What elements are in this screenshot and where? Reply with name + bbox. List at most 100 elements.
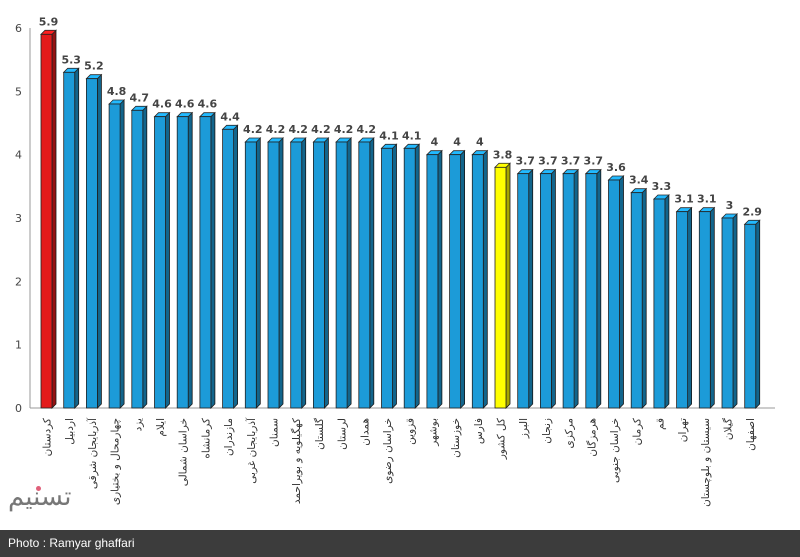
category-label: خراسان جنوبی [609,418,621,483]
category-label: البرز [518,418,530,439]
y-tick-label: 4 [15,149,22,162]
bar [222,128,235,409]
value-label: 4.2 [266,123,286,136]
category-label: فارس [473,418,485,444]
value-label: 5.9 [39,15,59,28]
bar-side [346,137,352,409]
bar-2 [85,73,103,409]
category-label: کهگیلویه و بویراحمد [290,418,303,504]
bar-9 [244,137,262,409]
bar-side [687,206,692,409]
bar-side [641,187,647,409]
bar-side [437,149,443,409]
bar [676,211,688,409]
bar-side [119,99,125,409]
y-tick-label: 2 [15,275,22,288]
category-label: اردبیل [64,418,76,445]
category-label: خراسان رضوی [382,418,394,484]
bar-side [255,137,261,409]
bar-side [460,149,466,409]
category-label: هرمزگان [585,418,598,457]
value-label: 3.7 [538,155,558,168]
category-label: کل کشور [496,418,508,460]
bar-28 [675,206,693,409]
value-label: 3.7 [584,155,604,168]
value-label: 4.2 [334,123,354,136]
bar-11 [289,137,307,409]
bar-29 [698,206,716,409]
bar-side [74,67,80,409]
value-label: 4.6 [198,98,218,111]
bar-16 [403,143,421,409]
y-tick-label: 1 [15,339,22,352]
bar [267,141,280,409]
category-label: یزد [132,418,144,431]
value-label: 3.8 [493,148,513,161]
category-label: کردستان [42,418,54,456]
bar-0 [40,29,57,409]
category-label: سیستان و بلوچستان [700,418,712,507]
value-label: 4.2 [243,123,263,136]
value-label: 3.7 [515,155,535,168]
category-label: بوشهر [427,418,439,447]
value-label: 4.7 [130,91,150,104]
bar-26 [630,187,648,409]
category-label: زنجان [541,418,553,444]
category-label: ایلام [155,418,167,437]
value-label: 2.9 [742,205,762,218]
category-label: آذربایجان شرقی [86,417,99,489]
category-label: کرمان [632,418,644,445]
bar [562,173,575,409]
bar-22 [539,168,557,409]
value-label: 4 [453,136,461,149]
category-label: آذربایجان غربی [245,417,258,484]
bar-side [596,168,602,409]
bar-side [142,105,148,409]
bar-side [369,137,375,409]
value-label: 4.2 [288,123,308,136]
bar [199,116,212,409]
bar [744,223,757,409]
value-label: 4 [476,136,484,149]
bar-side [709,206,715,409]
category-label: کرمانشاه [200,418,212,459]
value-label: 4.6 [175,98,195,111]
bar [86,78,98,409]
y-tick-label: 6 [15,22,22,35]
bar-side [323,137,329,409]
y-tick-label: 0 [15,402,22,415]
bar-30 [721,213,738,409]
bar-3 [108,99,126,409]
bar-14 [357,137,375,409]
category-label: خوزستان [450,418,462,458]
bar [517,173,530,409]
bar [108,103,121,409]
value-label: 4.8 [107,85,127,98]
bar-side [619,175,624,409]
bar [312,141,325,409]
bar [290,141,303,409]
value-label: 4.2 [357,123,377,136]
bar-side [301,137,307,409]
bar [630,192,643,409]
bar-17 [425,149,443,409]
bar [40,33,53,409]
value-label: 3.3 [652,180,672,193]
bar-side [505,162,511,409]
bar-19 [471,149,489,409]
value-label: 3.7 [561,155,581,168]
bar-side [755,219,761,409]
bar [426,154,439,409]
bar-31 [743,219,761,409]
value-label: 3.4 [629,174,649,187]
value-label: 3.1 [697,193,717,206]
value-label: 4.1 [379,129,399,142]
y-tick-label: 3 [15,212,22,225]
category-label: همدان [359,418,371,446]
bar-side [482,149,488,409]
bar-13 [335,137,353,409]
bar [721,217,734,409]
bar-4 [130,105,148,409]
bar-side [233,124,239,409]
bar-1 [62,67,80,409]
